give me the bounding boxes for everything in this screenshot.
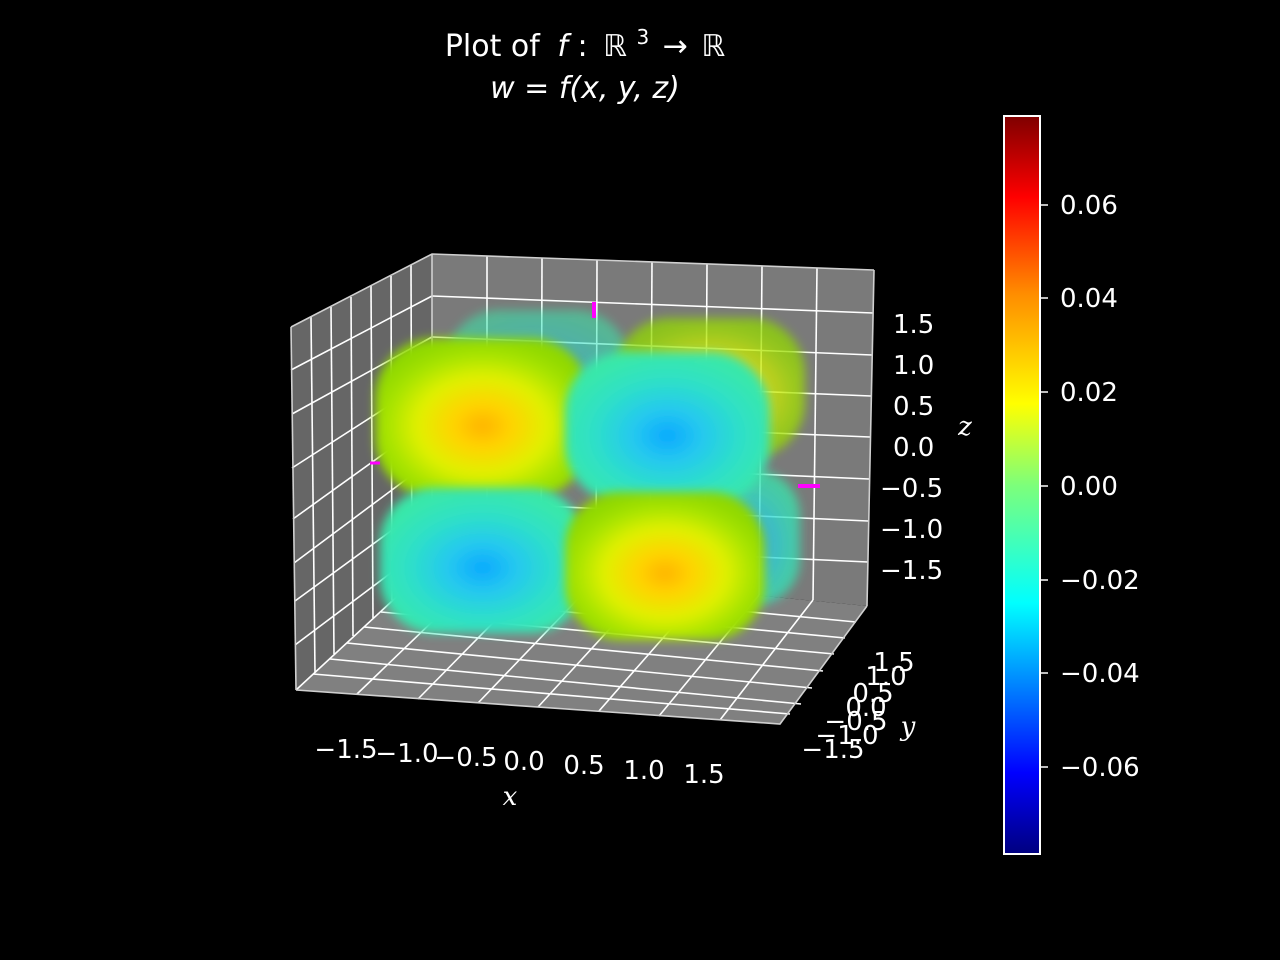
- volume-render: [370, 302, 820, 640]
- lobe-front-top-left: [375, 338, 590, 498]
- y-tick-label: 1.0: [865, 662, 906, 692]
- colorbar-tick-label: 0.04: [1060, 284, 1118, 314]
- z-axis-ticks: 1.5 1.0 0.5 0.0 −0.5 −1.0 −1.5: [880, 310, 943, 586]
- y-axis-label: y: [900, 712, 916, 742]
- y-tick-label: 0.0: [845, 693, 886, 723]
- lobe-front-top-right: [565, 352, 770, 504]
- z-axis-label: z: [957, 412, 972, 442]
- lobe-front-bottom-left: [380, 488, 585, 633]
- z-tick-label: −1.0: [880, 515, 943, 545]
- x-axis-ticks: −1.5 −1.0 −0.5 0.0 0.5 1.0 1.5: [314, 735, 724, 790]
- y-tick-label: −1.5: [801, 735, 864, 765]
- lobe-front-bottom-right: [565, 492, 765, 640]
- y-tick-label: −0.5: [824, 707, 887, 737]
- colorbar-gradient: [1003, 115, 1041, 855]
- colorbar-tick-label: −0.06: [1060, 753, 1140, 783]
- y-tick-label: 0.5: [852, 679, 893, 709]
- z-tick-label: 1.5: [893, 310, 934, 340]
- z-tick-label: 1.0: [893, 351, 934, 381]
- z-tick-label: −1.5: [880, 556, 943, 586]
- x-tick-label: 1.5: [683, 760, 724, 790]
- x-tick-label: −0.5: [434, 743, 497, 773]
- colorbar-tick-label: −0.04: [1060, 659, 1140, 689]
- z-tick-label: 0.0: [893, 433, 934, 463]
- x-tick-label: −1.0: [375, 739, 438, 769]
- y-axis-ticks: −1.5 −1.0 −0.5 0.0 0.5 1.0 1.5: [801, 648, 914, 765]
- x-tick-label: 0.0: [503, 747, 544, 777]
- colorbar: 0.06 0.04 0.02 0.00 −0.02 −0.04 −0.06: [1003, 115, 1140, 855]
- x-axis-label: x: [503, 782, 518, 812]
- chart-title-line1: Plot of f : ℝ 3 → ℝ: [445, 17, 726, 64]
- chart-title-line2: w = f(x, y, z): [490, 71, 680, 106]
- colorbar-ticks: [1040, 204, 1048, 768]
- y-tick-label: 1.5: [873, 648, 914, 678]
- x-tick-label: 0.5: [563, 751, 604, 781]
- colorbar-tick-label: 0.02: [1060, 378, 1118, 408]
- x-tick-label: 1.0: [623, 756, 664, 786]
- colorbar-tick-label: 0.06: [1060, 191, 1118, 221]
- x-tick-label: −1.5: [314, 735, 377, 765]
- y-tick-label: −1.0: [815, 721, 878, 751]
- colorbar-tick-label: 0.00: [1060, 472, 1118, 502]
- z-tick-label: 0.5: [893, 392, 934, 422]
- z-tick-label: −0.5: [880, 474, 943, 504]
- colorbar-tick-label: −0.02: [1060, 566, 1140, 596]
